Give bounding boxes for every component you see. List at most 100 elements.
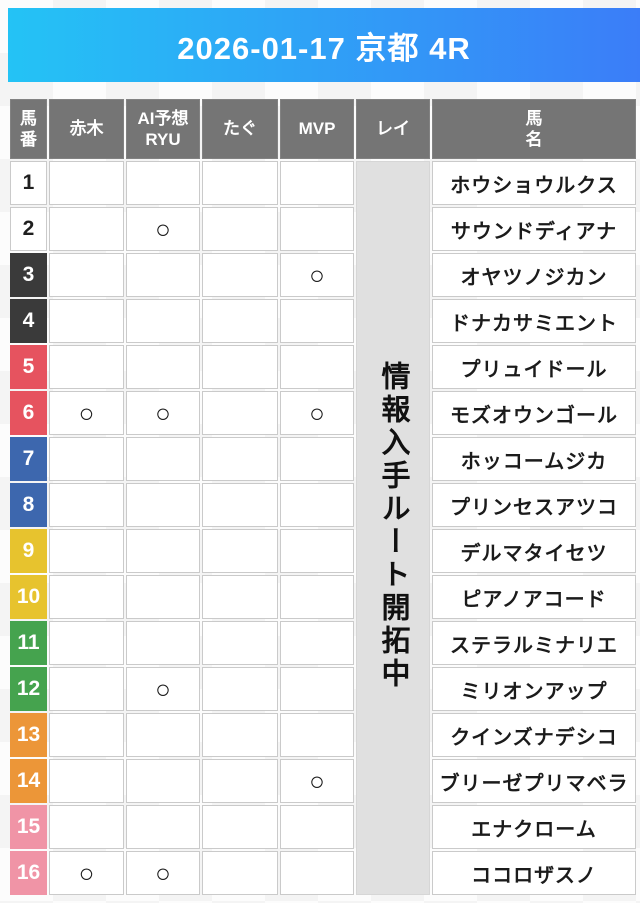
mark-ai-ryu — [126, 345, 200, 389]
horse-number: 13 — [10, 713, 47, 757]
table-row: 4 ドナカサミエント — [10, 299, 636, 343]
mark-tagu — [202, 207, 278, 251]
mark-ai-ryu: ○ — [126, 851, 200, 895]
horse-number: 11 — [10, 621, 47, 665]
table-row: 11 ステラルミナリエ — [10, 621, 636, 665]
table-row: 14 ○ ブリーゼプリマベラ — [10, 759, 636, 803]
horse-name: ミリオンアップ — [432, 667, 636, 711]
mark-tagu — [202, 253, 278, 297]
horse-number: 12 — [10, 667, 47, 711]
mark-akagi — [49, 161, 124, 205]
horse-name: ブリーゼプリマベラ — [432, 759, 636, 803]
mark-tagu — [202, 391, 278, 435]
mark-ai-ryu: ○ — [126, 391, 200, 435]
rei-notice-cell: 情報入手ルート開拓中 — [356, 161, 430, 895]
race-title-bar: 2026-01-17 京都 4R — [8, 8, 640, 82]
mark-tagu — [202, 161, 278, 205]
col-header-umaban: 馬 番 — [10, 99, 47, 159]
mark-akagi — [49, 805, 124, 849]
mark-tagu — [202, 667, 278, 711]
mark-akagi — [49, 529, 124, 573]
mark-akagi: ○ — [49, 851, 124, 895]
mark-tagu — [202, 851, 278, 895]
mark-akagi — [49, 299, 124, 343]
horse-name: サウンドディアナ — [432, 207, 636, 251]
mark-ai-ryu — [126, 299, 200, 343]
table-row: 1 情報入手ルート開拓中 ホウショウルクス — [10, 161, 636, 895]
mark-ai-ryu: ○ — [126, 667, 200, 711]
horse-name: エナクローム — [432, 805, 636, 849]
horse-name: デルマタイセツ — [432, 529, 636, 573]
mark-ai-ryu — [126, 437, 200, 481]
mark-akagi — [49, 437, 124, 481]
mark-ai-ryu — [126, 805, 200, 849]
mark-mvp — [280, 805, 354, 849]
horse-name: プリンセスアツコ — [432, 483, 636, 527]
mark-mvp: ○ — [280, 759, 354, 803]
mark-mvp — [280, 345, 354, 389]
table-row: 6 ○ ○ ○ モズオウンゴール — [10, 391, 636, 435]
mark-ai-ryu — [126, 483, 200, 527]
horse-name: ホッコームジカ — [432, 437, 636, 481]
horse-number: 9 — [10, 529, 47, 573]
mark-tagu — [202, 529, 278, 573]
horse-name: ピアノアコード — [432, 575, 636, 619]
mark-mvp — [280, 299, 354, 343]
mark-mvp — [280, 575, 354, 619]
mark-ai-ryu — [126, 621, 200, 665]
col-header-tagu: たぐ — [202, 99, 278, 159]
race-title: 2026-01-17 京都 4R — [177, 30, 471, 66]
horse-number: 7 — [10, 437, 47, 481]
horse-number: 5 — [10, 345, 47, 389]
rei-notice-text: 情報入手ルート開拓中 — [377, 360, 409, 691]
col-header-akagi: 赤木 — [49, 99, 124, 159]
horse-number: 14 — [10, 759, 47, 803]
table-row: 10 ピアノアコード — [10, 575, 636, 619]
mark-tagu — [202, 759, 278, 803]
mark-mvp — [280, 713, 354, 757]
mark-mvp — [280, 851, 354, 895]
horse-number: 6 — [10, 391, 47, 435]
horse-name: ココロザスノ — [432, 851, 636, 895]
mark-mvp — [280, 437, 354, 481]
mark-ai-ryu — [126, 161, 200, 205]
table-row: 3 ○ オヤツノジカン — [10, 253, 636, 297]
mark-mvp: ○ — [280, 253, 354, 297]
horse-number: 4 — [10, 299, 47, 343]
col-header-ai-ryu: AI予想 RYU — [126, 99, 200, 159]
horse-number: 2 — [10, 207, 47, 251]
mark-ai-ryu — [126, 575, 200, 619]
table-row: 7 ホッコームジカ — [10, 437, 636, 481]
table-row: 13 クインズナデシコ — [10, 713, 636, 757]
mark-ai-ryu — [126, 529, 200, 573]
mark-mvp: ○ — [280, 391, 354, 435]
mark-mvp — [280, 529, 354, 573]
mark-tagu — [202, 575, 278, 619]
mark-akagi — [49, 253, 124, 297]
table-row: 12 ○ ミリオンアップ — [10, 667, 636, 711]
horse-name: モズオウンゴール — [432, 391, 636, 435]
mark-akagi — [49, 345, 124, 389]
mark-tagu — [202, 805, 278, 849]
prediction-table: 馬 番 赤木 AI予想 RYU たぐ MVP レイ 馬 名 1 情報入手ルート開… — [8, 97, 638, 897]
horse-number: 16 — [10, 851, 47, 895]
mark-ai-ryu: ○ — [126, 207, 200, 251]
horse-number: 1 — [10, 161, 47, 205]
col-header-rei: レイ — [356, 99, 430, 159]
mark-tagu — [202, 437, 278, 481]
mark-ai-ryu — [126, 759, 200, 803]
col-header-mvp: MVP — [280, 99, 354, 159]
mark-mvp — [280, 161, 354, 205]
horse-name: プリュイドール — [432, 345, 636, 389]
horse-number: 15 — [10, 805, 47, 849]
mark-ai-ryu — [126, 713, 200, 757]
table-row: 5 プリュイドール — [10, 345, 636, 389]
mark-tagu — [202, 621, 278, 665]
mark-akagi — [49, 667, 124, 711]
mark-tagu — [202, 299, 278, 343]
table-row: 8 プリンセスアツコ — [10, 483, 636, 527]
mark-mvp — [280, 483, 354, 527]
mark-mvp — [280, 621, 354, 665]
mark-tagu — [202, 345, 278, 389]
horse-name: クインズナデシコ — [432, 713, 636, 757]
